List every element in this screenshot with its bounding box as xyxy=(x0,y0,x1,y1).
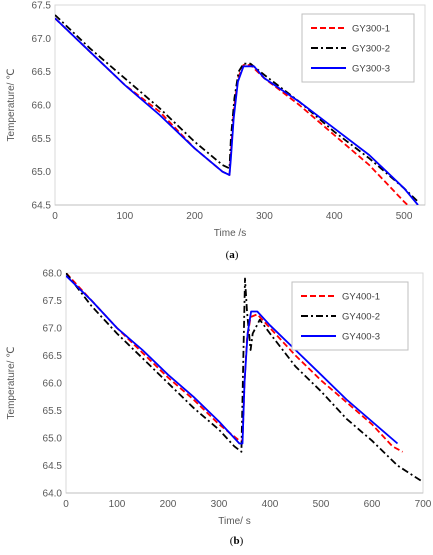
y-axis-title: Temperature/ ℃ xyxy=(6,69,17,142)
x-axis-title: Time/ s xyxy=(218,516,250,527)
figure-caption: (a) xyxy=(226,249,239,261)
x-tick-label: 500 xyxy=(313,499,330,510)
y-tick-label: 67.5 xyxy=(32,1,52,12)
y-axis-title: Temperature/ ℃ xyxy=(6,347,17,420)
legend-label: GY300-3 xyxy=(352,64,390,75)
caption-close-paren: ) xyxy=(235,249,239,261)
y-tick-label: 65.5 xyxy=(32,134,52,145)
figure-caption: (b) xyxy=(230,535,244,547)
y-tick-label: 65.5 xyxy=(43,406,63,417)
y-tick-label: 65.0 xyxy=(32,167,52,178)
y-tick-label: 67.0 xyxy=(32,34,52,45)
series-line-gy300-2 xyxy=(55,14,419,203)
x-tick-label: 300 xyxy=(256,211,273,222)
caption-close-paren: ) xyxy=(240,535,244,547)
y-tick-label: 68.0 xyxy=(43,269,63,280)
legend: GY400-1 GY400-2 GY400-3 xyxy=(291,281,409,351)
legend-label: GY400-3 xyxy=(342,332,380,343)
legend: GY300-1 GY300-2 GY300-3 xyxy=(301,13,415,83)
legend-label: GY300-1 xyxy=(352,24,390,35)
x-tick-label: 200 xyxy=(160,499,177,510)
x-tick-label: 700 xyxy=(415,499,432,510)
x-tick-label: 500 xyxy=(396,211,413,222)
legend-label: GY300-2 xyxy=(352,44,390,55)
chart-panel-a: 64.5 65.0 65.5 66.0 66.5 67.0 67.5 0 100 200 300 40… xyxy=(6,1,426,261)
series-line-gy400-2 xyxy=(66,273,423,483)
legend-box xyxy=(301,13,415,83)
x-tick-label: 400 xyxy=(326,211,343,222)
y-tick-label: 64.5 xyxy=(32,201,52,212)
y-tick-label: 65.0 xyxy=(43,434,63,445)
caption-letter: b xyxy=(233,535,239,547)
series-line-gy300-3 xyxy=(55,17,419,205)
y-tick-label: 66.5 xyxy=(43,351,63,362)
legend-label: GY400-2 xyxy=(342,312,380,323)
y-tick-label: 67.5 xyxy=(43,296,63,307)
x-tick-label: 600 xyxy=(364,499,381,510)
x-tick-label: 200 xyxy=(186,211,203,222)
x-tick-label: 100 xyxy=(116,211,133,222)
y-tick-label: 66.5 xyxy=(32,67,52,78)
chart-panel-b: 64.0 64.5 65.0 65.5 66.0 66.5 67.0 67.5 68.0 0 100… xyxy=(6,269,432,548)
caption-letter: a xyxy=(229,249,235,261)
x-tick-label: 0 xyxy=(52,211,58,222)
x-tick-label: 100 xyxy=(109,499,126,510)
y-tick-label: 64.0 xyxy=(43,489,63,500)
y-tick-label: 67.0 xyxy=(43,324,63,335)
series-line-gy400-3 xyxy=(66,275,399,445)
y-tick-label: 66.0 xyxy=(32,101,52,112)
y-tick-label: 66.0 xyxy=(43,379,63,390)
y-tick-label: 64.5 xyxy=(43,461,63,472)
x-tick-label: 300 xyxy=(211,499,228,510)
legend-label: GY400-1 xyxy=(342,292,380,303)
x-tick-label: 400 xyxy=(262,499,279,510)
caption-open-paren: ( xyxy=(230,535,234,547)
caption-open-paren: ( xyxy=(226,249,230,261)
x-axis-title: Time /s xyxy=(214,228,246,239)
x-tick-label: 0 xyxy=(63,499,69,510)
